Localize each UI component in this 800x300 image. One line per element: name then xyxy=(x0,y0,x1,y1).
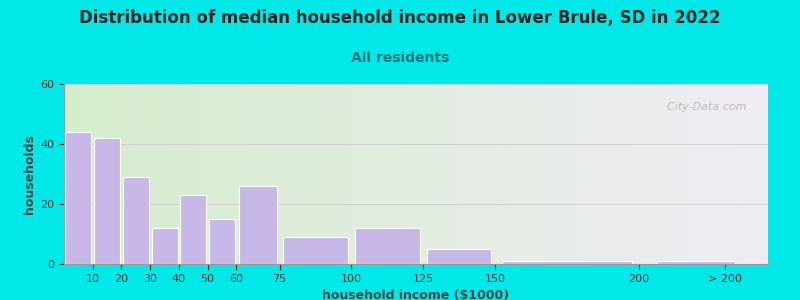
Bar xyxy=(283,237,348,264)
Bar xyxy=(426,249,491,264)
Bar xyxy=(152,228,178,264)
Text: Distribution of median household income in Lower Brule, SD in 2022: Distribution of median household income … xyxy=(79,9,721,27)
X-axis label: household income ($1000): household income ($1000) xyxy=(322,289,510,300)
Y-axis label: households: households xyxy=(23,134,36,214)
Bar xyxy=(658,261,735,264)
Bar xyxy=(94,138,120,264)
Text: All residents: All residents xyxy=(351,51,449,65)
Bar xyxy=(238,186,278,264)
Bar xyxy=(355,228,419,264)
Bar xyxy=(502,261,631,264)
Text: City-Data.com: City-Data.com xyxy=(660,102,747,112)
Bar xyxy=(180,195,206,264)
Bar xyxy=(66,132,91,264)
Bar xyxy=(209,219,235,264)
Bar xyxy=(123,177,149,264)
